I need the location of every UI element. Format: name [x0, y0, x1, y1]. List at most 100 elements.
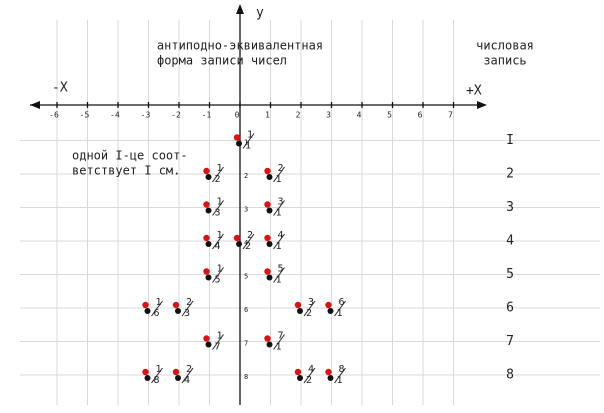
red-dot	[264, 335, 271, 342]
x-tick-label: 2	[296, 111, 301, 120]
fraction-bar	[151, 300, 163, 317]
numerator: 8	[339, 364, 345, 375]
x-tick-label: 5	[387, 111, 392, 120]
black-dot	[205, 341, 212, 348]
x-arrow-left	[30, 101, 40, 109]
x-tick-label: 3	[326, 111, 331, 120]
y-tick-label: 2	[244, 172, 248, 180]
numerator: 5	[278, 264, 284, 275]
fraction-bar	[212, 233, 224, 250]
note-line: одной I-це соот-	[72, 149, 188, 163]
denominator: 4	[215, 241, 221, 252]
fraction-bar	[303, 367, 316, 384]
numerator: 1	[247, 130, 253, 141]
x-tick-label: 4	[357, 111, 362, 120]
numerator: 1	[217, 230, 223, 241]
red-dot	[233, 234, 241, 242]
denominator: 1	[276, 342, 282, 353]
numerator: 3	[308, 297, 314, 308]
red-dot	[233, 134, 241, 141]
red-dot	[264, 268, 271, 275]
red-dot	[325, 368, 332, 376]
x-tick-label: 0	[235, 111, 240, 120]
numerator: 6	[339, 297, 345, 308]
red-dot	[203, 335, 210, 342]
x-tick-label: 7	[448, 111, 453, 120]
red-dot	[203, 234, 210, 242]
fraction-bar	[212, 334, 224, 350]
fraction-bar	[151, 367, 163, 384]
black-dot	[175, 308, 181, 314]
y-label: y	[256, 6, 264, 21]
right-title-line: числовая	[476, 39, 534, 53]
black-dot	[266, 274, 273, 281]
black-dot	[236, 140, 242, 147]
red-dot	[294, 301, 302, 309]
red-dot	[203, 268, 210, 275]
x-tick-label: -5	[80, 111, 90, 120]
red-dot	[142, 368, 149, 376]
red-dot	[172, 368, 180, 376]
black-dot	[144, 375, 151, 381]
x-tick-label: 6	[418, 111, 423, 120]
denominator: 2	[215, 174, 221, 185]
numerator: 1	[156, 364, 162, 375]
fraction-bar	[181, 367, 194, 384]
x-tick-label: -4	[110, 111, 120, 120]
black-dot	[327, 375, 334, 381]
y-tick-label: 5	[244, 273, 248, 281]
red-dot	[203, 201, 210, 208]
y-tick-label: 3	[244, 206, 248, 214]
fraction-bar	[242, 133, 255, 149]
denominator: 1	[276, 275, 282, 286]
denominator: 6	[154, 308, 160, 319]
numerator: 7	[278, 331, 284, 342]
denominator: 2	[306, 308, 312, 319]
denominator: 2	[245, 241, 251, 252]
y-tick-label: 8	[244, 373, 248, 381]
denominator: 1	[337, 308, 343, 319]
black-dot	[266, 341, 273, 348]
fraction-bar	[212, 166, 224, 183]
red-dot	[264, 234, 271, 242]
fraction-bar	[242, 233, 255, 250]
x-tick-label: -6	[49, 111, 59, 120]
fraction-bar	[212, 267, 224, 283]
x-arrow-right	[477, 101, 487, 109]
fraction-bar	[273, 267, 285, 283]
note-line: ветствует I см.	[72, 164, 180, 178]
row-number: 3	[506, 200, 514, 215]
fraction-bar	[273, 200, 285, 216]
x-tick-label: 1	[265, 111, 270, 120]
red-dot	[264, 201, 271, 208]
y-arrow	[236, 4, 244, 14]
black-dot	[205, 241, 212, 247]
fraction-bar	[303, 300, 316, 317]
red-dot	[172, 301, 180, 309]
fraction-bar	[273, 334, 285, 350]
denominator: 1	[276, 241, 282, 252]
title-line: антиподно-эквивалентная	[157, 39, 323, 53]
fraction-bar	[334, 367, 346, 384]
numerator: 4	[278, 230, 284, 241]
numerator: 2	[186, 297, 192, 308]
denominator: 7	[215, 342, 221, 353]
row-number: 2	[506, 167, 514, 182]
fraction-bar	[273, 233, 285, 250]
y-tick-label: 1	[244, 139, 248, 147]
red-dot	[325, 301, 332, 309]
fraction-bar	[334, 300, 346, 317]
denominator: 8	[154, 375, 160, 386]
denominator: 1	[276, 174, 282, 185]
red-dot	[203, 167, 210, 175]
denominator: 5	[215, 275, 221, 286]
y-tick-label: 7	[244, 340, 248, 348]
denominator: 4	[184, 375, 190, 386]
fraction-bar	[273, 166, 285, 183]
denominator: 1	[276, 208, 282, 219]
row-number: I	[506, 133, 514, 148]
denominator: 2	[306, 375, 312, 386]
x-neg-label: -X	[52, 81, 68, 96]
black-dot	[266, 174, 273, 180]
